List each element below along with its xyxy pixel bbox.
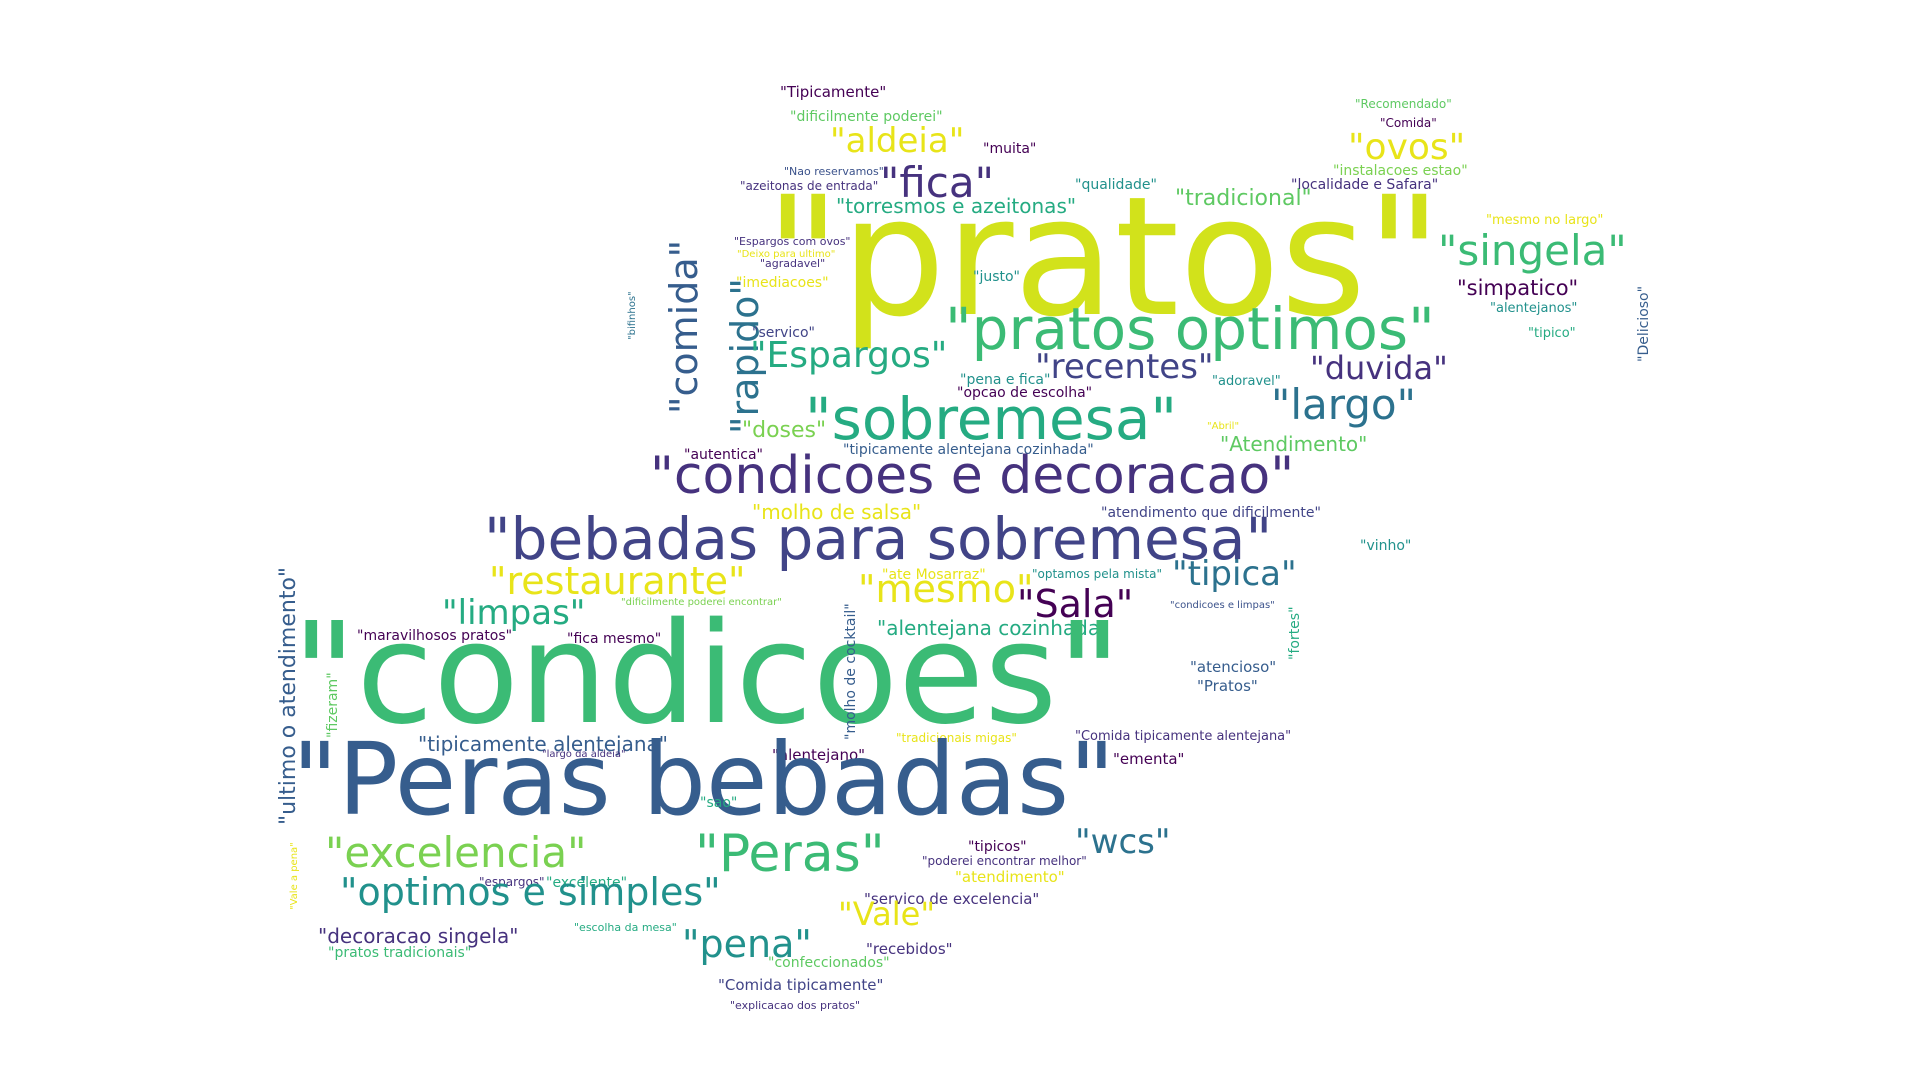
word-cloud-term: "opcao de escolha" bbox=[957, 385, 1093, 401]
word-cloud-term: "doses" bbox=[742, 418, 827, 443]
word-cloud-term: "recebidos" bbox=[866, 940, 953, 958]
word-cloud-term: "confeccionados" bbox=[768, 955, 890, 971]
word-cloud-term: "tipico" bbox=[1528, 326, 1576, 341]
word-cloud-term: "pena e fica" bbox=[960, 372, 1051, 388]
word-cloud-term: "Pratos" bbox=[1197, 677, 1258, 695]
word-cloud-term: "mesmo" bbox=[858, 567, 1034, 611]
word-cloud-term: "atencioso" bbox=[1190, 658, 1277, 676]
word-cloud-term: "tradicionais migas" bbox=[896, 731, 1017, 745]
word-cloud-term: "imediacoes" bbox=[736, 275, 829, 291]
word-cloud-term: "ate Mosarraz" bbox=[882, 567, 986, 583]
word-cloud-term: "Recomendado" bbox=[1355, 97, 1452, 111]
word-cloud-term: "condicoes e limpas" bbox=[1170, 600, 1275, 611]
word-cloud-term: "Tipicamente" bbox=[780, 83, 887, 101]
word-cloud-term: "tipicos" bbox=[968, 839, 1027, 855]
word-cloud-term: "tradicional" bbox=[1175, 186, 1312, 211]
word-cloud-term: "largo da aldeia" bbox=[542, 749, 626, 760]
word-cloud-term: "pratos optimos" bbox=[945, 295, 1435, 363]
word-cloud-term: "alentejanos" bbox=[1490, 301, 1578, 316]
word-cloud-term: "Peras" bbox=[695, 824, 885, 884]
word-cloud-term: "agradavel" bbox=[760, 257, 826, 270]
word-cloud-term: "Comida tipicamente" bbox=[718, 976, 884, 994]
word-cloud-term: "condicoes" bbox=[292, 593, 1122, 756]
word-cloud-term: "largo" bbox=[1271, 380, 1416, 429]
word-cloud-term: "explicacao dos pratos" bbox=[730, 999, 861, 1012]
word-cloud-term: "ovos" bbox=[1348, 127, 1466, 168]
word-cloud-term: "Sala" bbox=[1017, 582, 1134, 626]
word-cloud-term: "limpas" bbox=[442, 593, 586, 633]
word-cloud-term: "autentica" bbox=[684, 447, 763, 463]
word-cloud-term: "fica mesmo" bbox=[567, 631, 662, 647]
word-cloud-term: "condicoes e decoracao" bbox=[650, 446, 1295, 506]
word-cloud-term: "escolha da mesa" bbox=[574, 921, 677, 934]
word-cloud-term: "alentejana cozinhada" bbox=[877, 616, 1110, 640]
word-cloud-term: "tipicamente alentejana cozinhada" bbox=[843, 442, 1094, 458]
word-cloud-term: "molho de salsa" bbox=[752, 500, 922, 524]
word-cloud-term: "simpatico" bbox=[1457, 276, 1579, 300]
word-cloud-term: "poderei encontrar melhor" bbox=[922, 854, 1087, 868]
word-cloud-term: "fortes" bbox=[1287, 606, 1303, 660]
word-cloud-term: "Peras bebadas" bbox=[292, 721, 1116, 838]
word-cloud-term: "optamos pela mista" bbox=[1032, 567, 1162, 581]
word-cloud-term: "dificilmente poderei" bbox=[790, 109, 943, 125]
word-cloud-term: "sobremesa" bbox=[805, 385, 1178, 453]
word-cloud-term: "torresmos e azeitonas" bbox=[836, 194, 1077, 218]
word-cloud-term: "bebadas para sobremesa" bbox=[484, 505, 1273, 573]
word-cloud-term: "atendimento que dificilmente" bbox=[1101, 505, 1321, 521]
word-cloud-term: "bifinhos" bbox=[627, 291, 638, 340]
word-cloud-term: "decoracao singela" bbox=[318, 924, 519, 948]
word-cloud-term: "aldeia" bbox=[830, 121, 965, 161]
word-cloud-term: "servico de excelencia" bbox=[864, 890, 1040, 908]
word-cloud-term: "sao" bbox=[700, 795, 738, 811]
word-cloud-term: "Nao reservamos" bbox=[784, 165, 884, 178]
word-cloud-term: "vinho" bbox=[1360, 538, 1412, 554]
word-cloud-term: "dificilmente poderei encontrar" bbox=[621, 597, 782, 608]
word-cloud-term: "wcs" bbox=[1075, 822, 1171, 862]
word-cloud-term: "duvida" bbox=[1310, 349, 1448, 387]
word-cloud-term: "Deixo para ultimo" bbox=[737, 249, 836, 260]
word-cloud-term: "Vale" bbox=[838, 895, 936, 933]
word-cloud-term: "azeitonas de entrada" bbox=[740, 179, 879, 193]
word-cloud-term: "adoravel" bbox=[1212, 374, 1281, 389]
word-cloud-term: "optimos e simples" bbox=[340, 870, 721, 914]
word-cloud-term: "espargos" bbox=[479, 875, 545, 889]
word-cloud-term: "atendimento" bbox=[955, 868, 1065, 886]
word-cloud-term: "pratos" bbox=[765, 161, 1443, 353]
word-cloud-term: "Vale a pena" bbox=[289, 842, 300, 910]
word-cloud-term: "mesmo no largo" bbox=[1486, 213, 1604, 228]
word-cloud-term: "localidade e Safara" bbox=[1291, 177, 1439, 193]
word-cloud-term: "tipicamente alentejana" bbox=[418, 732, 668, 756]
word-cloud-term: "alentejano" bbox=[772, 746, 866, 764]
word-cloud-term: "maravilhosos pratos" bbox=[357, 628, 513, 644]
word-cloud-term: "Comida tipicamente alentejana" bbox=[1075, 729, 1292, 744]
word-cloud-term: "fica" bbox=[880, 158, 994, 207]
word-cloud-term: "recentes" bbox=[1035, 347, 1214, 387]
word-cloud-term: "justo" bbox=[973, 269, 1020, 285]
word-cloud-term: "singela" bbox=[1438, 226, 1627, 275]
word-cloud-term: "Delicioso" bbox=[1636, 285, 1652, 362]
word-cloud-term: "Comida" bbox=[1380, 116, 1437, 130]
word-cloud-term: "Espargos" bbox=[750, 335, 948, 376]
word-cloud-term: "excelencia" bbox=[325, 828, 587, 877]
word-cloud-term: "molho de cocktail" bbox=[843, 603, 859, 740]
word-cloud-term: "instalacoes estao" bbox=[1333, 163, 1468, 179]
word-cloud-term: "qualidade" bbox=[1075, 177, 1157, 193]
word-cloud-term: "excelente" bbox=[546, 875, 628, 891]
word-cloud-term: "comida" bbox=[662, 239, 706, 414]
word-cloud-term: "pratos tradicionais" bbox=[328, 945, 472, 961]
word-cloud-term: "ementa" bbox=[1113, 750, 1185, 768]
word-cloud-term: "pena" bbox=[682, 922, 812, 966]
word-cloud-term: "muita" bbox=[983, 141, 1037, 157]
word-cloud-term: "restaurante" bbox=[489, 559, 746, 603]
word-cloud-term: "tipica" bbox=[1172, 554, 1297, 594]
word-cloud-term: "Abril" bbox=[1207, 421, 1240, 432]
word-cloud-term: "Atendimento" bbox=[1220, 432, 1368, 456]
word-cloud-term: "Espargos com ovos" bbox=[734, 235, 851, 248]
word-cloud-term: "servico" bbox=[752, 325, 815, 341]
